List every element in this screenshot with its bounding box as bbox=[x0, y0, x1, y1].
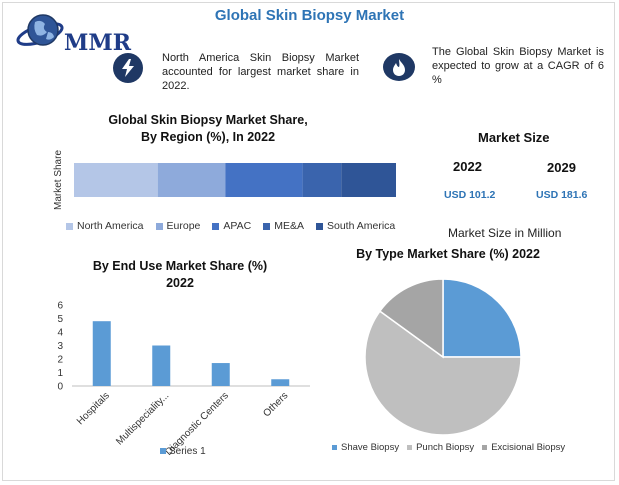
region-chart-title: Global Skin Biopsy Market Share, By Regi… bbox=[80, 112, 336, 146]
pie-slice-excisional-biopsy bbox=[378, 278, 444, 359]
end-use-legend-swatch bbox=[160, 448, 166, 454]
lightning-icon bbox=[113, 53, 143, 83]
legend-swatch bbox=[212, 222, 220, 230]
end-use-bar-multispeciality bbox=[152, 345, 171, 386]
market-size-caption: Market Size in Million bbox=[448, 226, 562, 240]
legend-swatch bbox=[155, 222, 163, 230]
logo-text: MMR bbox=[64, 30, 131, 56]
info-text-north-america: North America Skin Biopsy Market account… bbox=[162, 52, 359, 92]
region-y-axis-label: Market Share bbox=[53, 150, 64, 210]
legend-swatch bbox=[66, 222, 73, 230]
legend-swatch bbox=[332, 445, 337, 450]
pie-legend-item-excisional-biopsy: Excisional Biopsy bbox=[482, 442, 565, 453]
legend-label: North America bbox=[77, 220, 144, 232]
pie-legend-item-shave-biopsy: Shave Biopsy bbox=[332, 442, 399, 453]
pie-slice-punch-biopsy bbox=[364, 310, 522, 436]
region-legend-item-europe: Europe bbox=[155, 220, 201, 232]
info-text-cagr: The Global Skin Biopsy Market is expecte… bbox=[432, 46, 604, 86]
end-use-y-tick-3: 3 bbox=[57, 341, 63, 352]
region-bar-segment-north-america bbox=[74, 163, 158, 197]
region-legend-item-apac: APAC bbox=[212, 220, 251, 232]
legend-swatch bbox=[315, 222, 323, 230]
legend-label: Shave Biopsy bbox=[341, 442, 400, 453]
region-bar-segment-apac bbox=[225, 163, 303, 197]
region-legend-item-north-america: North America bbox=[66, 220, 144, 232]
end-use-category-label-others: Others bbox=[261, 390, 290, 419]
type-legend: Shave Biopsy Punch Biopsy Excisional Biops… bbox=[332, 442, 582, 453]
legend-swatch bbox=[482, 445, 488, 450]
end-use-bar-hospitals bbox=[92, 321, 111, 386]
region-stacked-bar-chart: Market Share bbox=[53, 150, 396, 210]
end-use-y-tick-1: 1 bbox=[57, 368, 63, 379]
end-use-bar-others bbox=[271, 379, 290, 386]
end-use-chart-title: By End Use Market Share (%) 2022 bbox=[72, 258, 288, 292]
region-legend: North America Europe APAC ME&A South America bbox=[66, 220, 406, 232]
legend-label: Europe bbox=[166, 220, 201, 232]
legend-label: South America bbox=[326, 220, 396, 232]
pie-slice-shave-biopsy bbox=[442, 278, 522, 358]
market-size-heading: Market Size bbox=[478, 130, 550, 145]
type-chart-title: By Type Market Share (%) 2022 bbox=[356, 247, 540, 261]
end-use-category-label-hospitals: Hospitals bbox=[75, 390, 112, 427]
end-use-y-tick-5: 5 bbox=[57, 314, 63, 325]
region-bar-segment-europe bbox=[157, 163, 226, 197]
page-title: Global Skin Biopsy Market bbox=[214, 7, 405, 24]
end-use-category-label-multispeciality: Multispeciality... bbox=[114, 390, 171, 447]
end-use-y-tick-4: 4 bbox=[57, 328, 63, 339]
market-size-year-2022: 2022 bbox=[453, 159, 482, 174]
end-use-legend-label: Series 1 bbox=[169, 446, 206, 457]
end-use-y-tick-0: 0 bbox=[57, 382, 63, 393]
end-use-y-tick-2: 2 bbox=[57, 355, 63, 366]
infographic-frame bbox=[2, 2, 615, 481]
market-size-value-2029: USD 181.6 bbox=[536, 189, 588, 201]
end-use-bar-diagnostic-centers bbox=[211, 363, 230, 386]
end-use-y-tick-6: 6 bbox=[57, 301, 63, 312]
legend-label: APAC bbox=[223, 220, 252, 232]
region-chart-title-line-1: Global Skin Biopsy Market Share, bbox=[108, 113, 308, 127]
region-chart-title-line-2: By Region (%), In 2022 bbox=[140, 130, 276, 144]
legend-swatch bbox=[263, 222, 271, 230]
region-bar-segment-me-a bbox=[302, 163, 342, 197]
legend-label: ME&A bbox=[274, 220, 304, 232]
market-size-value-2022: USD 101.2 bbox=[444, 189, 496, 201]
legend-swatch bbox=[407, 445, 413, 450]
legend-label: Punch Biopsy bbox=[416, 442, 475, 453]
pie-legend-item-punch-biopsy: Punch Biopsy bbox=[407, 442, 474, 453]
flame-icon bbox=[383, 53, 415, 81]
legend-label: Excisional Biopsy bbox=[491, 442, 566, 453]
mmr-logo-globe-icon bbox=[16, 14, 64, 46]
market-size-year-2029: 2029 bbox=[547, 160, 576, 175]
end-use-chart-title-line-1: By End Use Market Share (%) bbox=[92, 259, 268, 273]
type-pie-chart bbox=[364, 278, 522, 436]
region-legend-item-south-america: South America bbox=[315, 220, 396, 232]
region-legend-item-me-a: ME&A bbox=[263, 220, 304, 232]
end-use-chart-title-line-2: 2022 bbox=[166, 276, 194, 290]
region-bar-segment-south-america bbox=[341, 163, 396, 197]
